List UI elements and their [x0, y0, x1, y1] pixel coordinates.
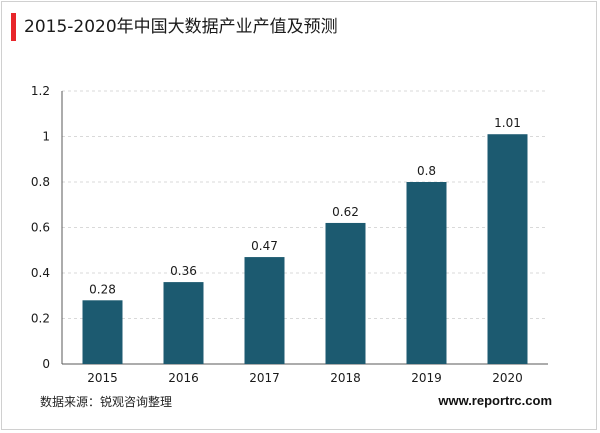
x-tick-label: 2017 [249, 371, 280, 385]
data-label: 0.28 [89, 282, 116, 296]
data-source-note: 数据来源：锐观咨询整理 [40, 395, 173, 409]
data-label: 0.8 [417, 164, 436, 178]
chart-title: 2015-2020年中国大数据产业产值及预测 [24, 17, 338, 37]
data-label: 1.01 [494, 116, 521, 130]
data-label: 0.62 [332, 205, 359, 219]
bar-2020 [487, 134, 528, 364]
y-tick-label: 1 [42, 130, 50, 144]
y-tick-label: 1.2 [31, 84, 50, 98]
x-tick-label: 2020 [492, 371, 523, 385]
y-tick-label: 0.4 [31, 266, 50, 280]
bar-2019 [406, 182, 447, 364]
x-tick-label: 2018 [330, 371, 361, 385]
bars [82, 134, 528, 364]
grid-lines [62, 90, 548, 319]
y-axis-ticks: 0 0.2 0.4 0.6 0.8 1 1.2 [31, 84, 50, 371]
y-tick-label: 0.6 [31, 221, 50, 235]
y-tick-label: 0.2 [31, 312, 50, 326]
x-axis-ticks: 2015 2016 2017 2018 2019 2020 [87, 371, 523, 385]
data-label: 0.47 [251, 239, 278, 253]
x-tick-label: 2016 [168, 371, 199, 385]
bar-2018 [325, 222, 366, 364]
bar-2016 [163, 282, 204, 364]
y-tick-label: 0 [42, 357, 50, 371]
data-labels: 0.28 0.36 0.47 0.62 0.8 1.01 [89, 116, 521, 296]
x-tick-label: 2015 [87, 371, 118, 385]
y-tick-label: 0.8 [31, 175, 50, 189]
x-tick-label: 2019 [411, 371, 442, 385]
title-accent-bar [11, 13, 16, 41]
axes [61, 91, 548, 365]
website-credit: www.reportrc.com [438, 393, 552, 408]
bar-2015 [82, 300, 123, 364]
bar-2017 [244, 257, 285, 364]
data-label: 0.36 [170, 264, 197, 278]
